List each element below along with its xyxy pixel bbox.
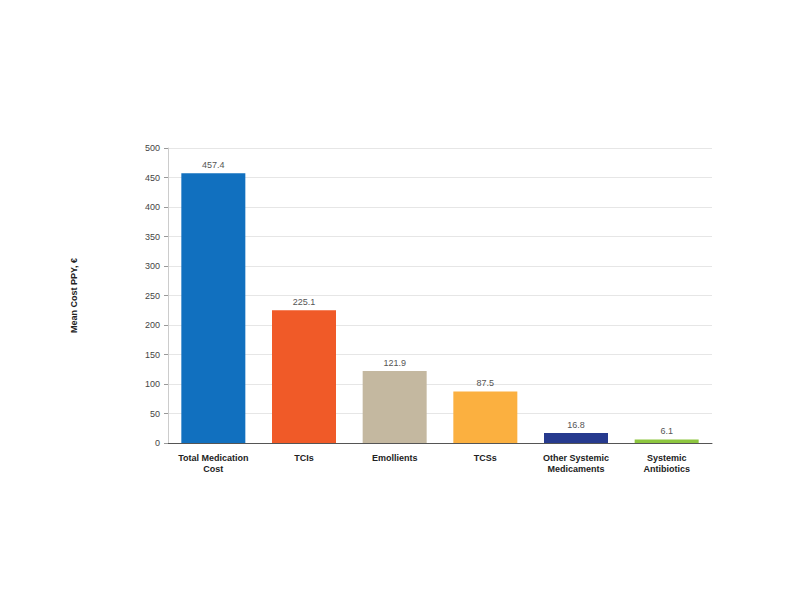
svg-text:TCSs: TCSs bbox=[474, 453, 497, 463]
svg-text:400: 400 bbox=[145, 202, 160, 212]
svg-text:Other Systemic: Other Systemic bbox=[543, 453, 609, 463]
svg-text:50: 50 bbox=[150, 409, 160, 419]
svg-text:457.4: 457.4 bbox=[202, 160, 225, 170]
svg-text:Systemic: Systemic bbox=[647, 453, 687, 463]
svg-text:Total Medication: Total Medication bbox=[178, 453, 248, 463]
svg-text:0: 0 bbox=[155, 438, 160, 448]
svg-text:350: 350 bbox=[145, 232, 160, 242]
svg-text:Emollients: Emollients bbox=[372, 453, 418, 463]
svg-text:121.9: 121.9 bbox=[383, 358, 406, 368]
svg-text:200: 200 bbox=[145, 320, 160, 330]
svg-text:450: 450 bbox=[145, 173, 160, 183]
svg-text:Mean Cost PPY, €: Mean Cost PPY, € bbox=[69, 258, 79, 333]
svg-text:150: 150 bbox=[145, 350, 160, 360]
svg-text:250: 250 bbox=[145, 291, 160, 301]
svg-text:300: 300 bbox=[145, 261, 160, 271]
svg-text:Cost: Cost bbox=[203, 464, 223, 474]
svg-text:87.5: 87.5 bbox=[477, 378, 495, 388]
svg-text:Medicaments: Medicaments bbox=[547, 464, 604, 474]
svg-text:6.1: 6.1 bbox=[660, 426, 673, 436]
svg-text:100: 100 bbox=[145, 379, 160, 389]
svg-text:TCIs: TCIs bbox=[294, 453, 314, 463]
svg-text:16.8: 16.8 bbox=[567, 420, 585, 430]
svg-text:500: 500 bbox=[145, 143, 160, 153]
svg-text:225.1: 225.1 bbox=[293, 297, 316, 307]
svg-text:Antibiotics: Antibiotics bbox=[643, 464, 690, 474]
